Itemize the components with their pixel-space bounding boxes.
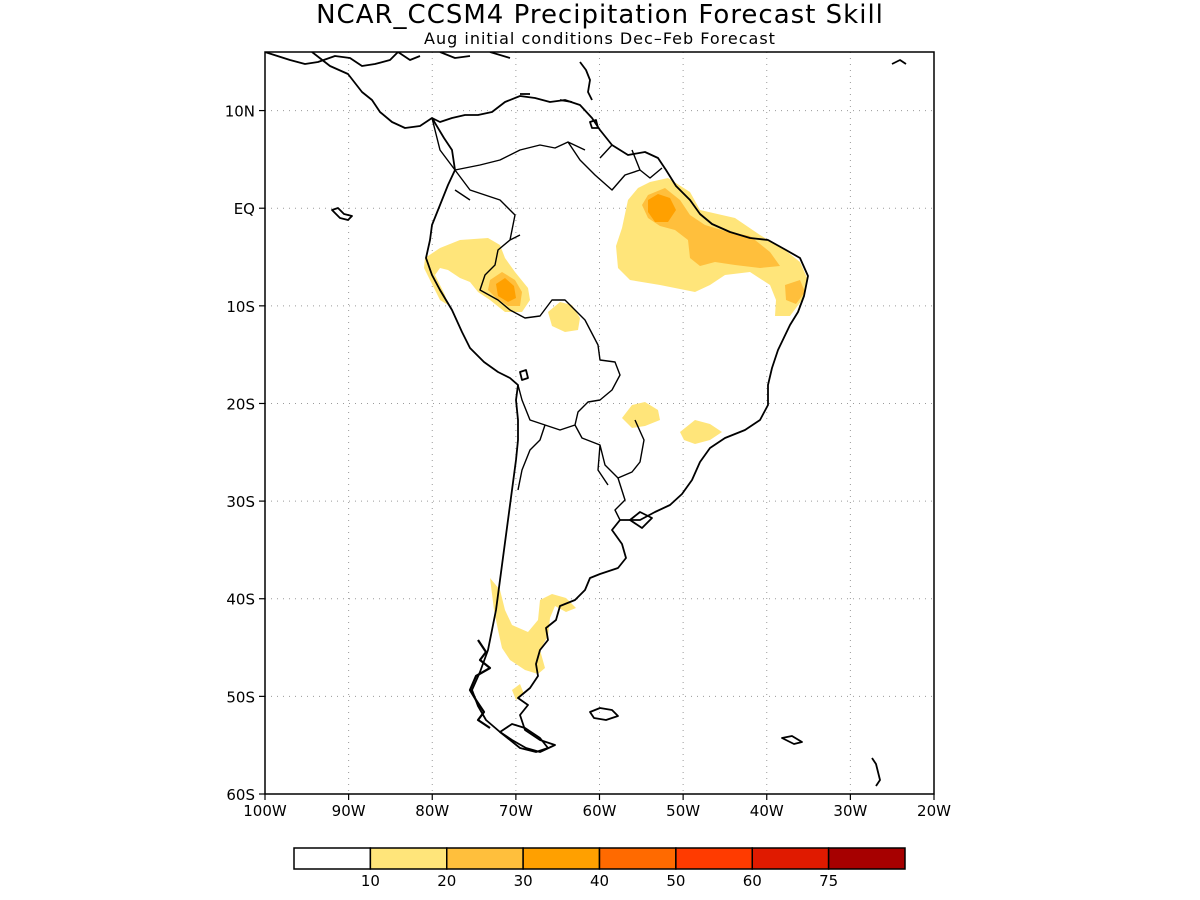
northeast-atlantic-islets [891, 59, 907, 65]
colorbar-label: 20 [437, 872, 456, 890]
lon-tick-label: 100W [243, 802, 287, 820]
colorbar-swatch [293, 847, 372, 870]
colorbar-swatch [751, 847, 830, 870]
lake-titicaca [519, 369, 529, 381]
galapagos-islands [331, 207, 353, 221]
skill-region-amapa-core [648, 194, 676, 222]
lon-tick-label: 30W [833, 802, 867, 820]
lat-tick-label: 40S [226, 591, 255, 609]
skill-region-piaui [785, 280, 805, 304]
graticule [265, 52, 934, 794]
lat-tick-label: 20S [226, 395, 255, 413]
colorbar-label: 50 [666, 872, 685, 890]
colorbar-label: 60 [743, 872, 762, 890]
skill-region-patagonia [490, 578, 576, 674]
lon-tick-label: 50W [666, 802, 700, 820]
skill-shading-30-40 [496, 194, 676, 302]
lat-tick-label: 60S [226, 786, 255, 804]
map-title: NCAR_CCSM4 Precipitation Forecast Skill [316, 0, 884, 30]
trinidad [589, 119, 599, 129]
colorbar-swatch [522, 847, 601, 870]
skill-region-mato-grosso-do-sul [622, 402, 660, 428]
lagoa-dos-patos [629, 511, 653, 529]
lat-tick-label: 10N [225, 103, 255, 121]
lon-tick-label: 80W [415, 802, 449, 820]
lat-tick-label: 30S [226, 493, 255, 511]
skill-region-sao-paulo [680, 420, 722, 444]
central-america-coast [265, 52, 399, 67]
colorbar-swatch [675, 847, 753, 870]
lon-tick-label: 40W [750, 802, 784, 820]
chilean-fjords [468, 639, 492, 729]
colorbar-swatch [598, 847, 677, 870]
skill-region-ucayali-core [496, 278, 516, 302]
international-borders [431, 117, 663, 531]
falkland-islands [589, 707, 619, 721]
tierra-del-fuego [499, 723, 549, 753]
south-america-coastline [311, 52, 809, 753]
colorbar-label: 40 [590, 872, 609, 890]
caribbean-islands [439, 52, 593, 103]
lat-tick-label: 50S [226, 688, 255, 706]
lon-tick-label: 60W [583, 802, 617, 820]
lat-tick-label: 10S [226, 298, 255, 316]
colorbar-label: 75 [819, 872, 838, 890]
map-subtitle: Aug initial conditions Dec–Feb Forecast [424, 29, 776, 48]
colorbar-swatch [369, 847, 448, 870]
colorbar-label: 30 [514, 872, 533, 890]
lon-tick-label: 90W [332, 802, 366, 820]
colorbar-swatch [446, 847, 524, 870]
colorbar-label: 10 [361, 872, 380, 890]
lon-tick-label: 20W [917, 802, 951, 820]
lat-tick-label: EQ [234, 200, 255, 218]
colorbar-swatch [827, 847, 906, 870]
yucatan-coast [397, 52, 421, 61]
coastlines [265, 52, 907, 787]
skill-region-rondonia [548, 302, 580, 332]
lon-tick-label: 70W [499, 802, 533, 820]
sandwich-islands [871, 757, 881, 787]
skill-region-para-maranhao [642, 188, 780, 268]
colorbar: 10 20 30 40 50 60 75 [293, 847, 906, 890]
south-georgia [781, 735, 803, 745]
